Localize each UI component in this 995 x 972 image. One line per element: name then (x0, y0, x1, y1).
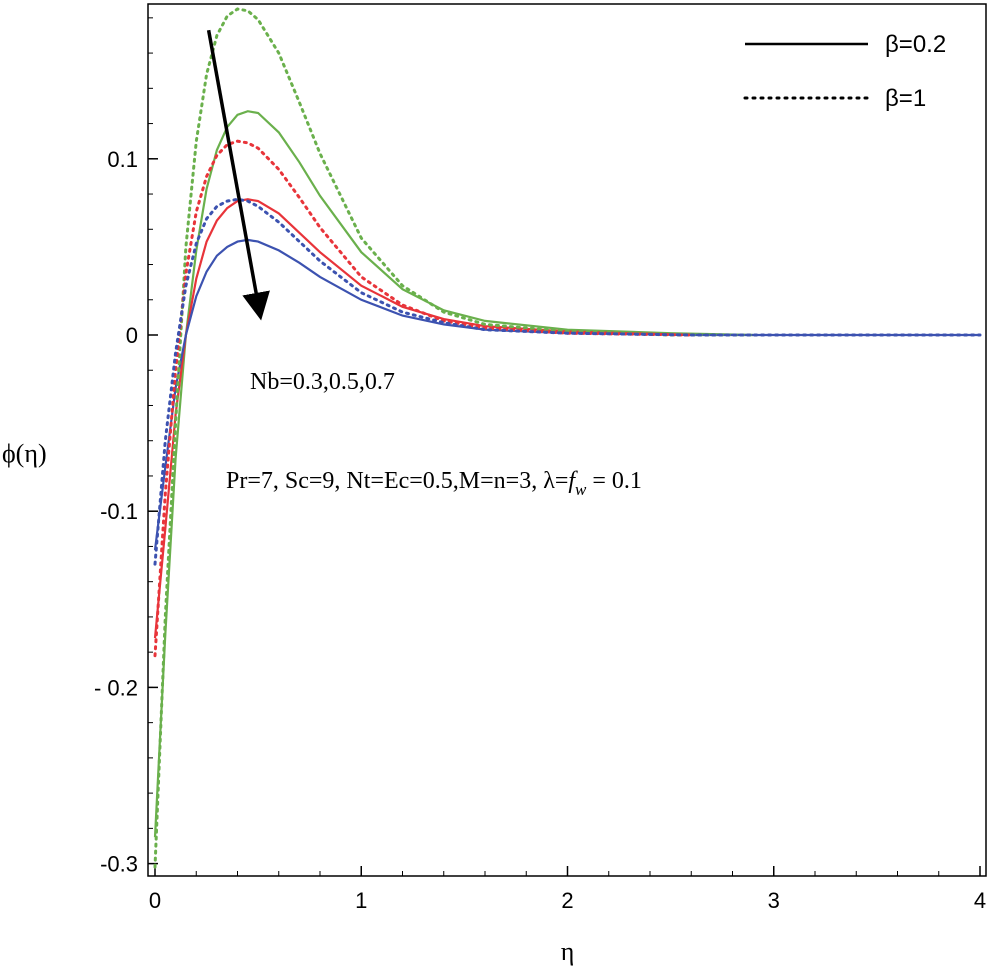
series-group (153, 7, 982, 869)
series-line-3 (153, 7, 755, 869)
x-tick-label: 4 (974, 888, 986, 913)
series-line-5 (153, 197, 982, 566)
legend-label-0: β=0.2 (885, 31, 946, 58)
legend-label-1: β=1 (885, 85, 926, 112)
axes: 0 1 2 3 4 -0.3 - 0.2 -0.1 0 0.1 η ϕ(η) (2, 17, 986, 966)
nb-arrow (206, 29, 270, 321)
x-tick-label: 2 (561, 888, 573, 913)
annotations-group: Nb=0.3,0.5,0.7 Pr=7, Sc=9, Nt=Ec=0.5,M=n=… (206, 29, 642, 499)
x-tick-label: 3 (768, 888, 780, 913)
x-tick-label: 0 (149, 888, 161, 913)
annotation-parameters: Pr=7, Sc=9, Nt=Ec=0.5,M=n=3, λ=fw = 0.1 (226, 468, 642, 499)
annotation-nb: Nb=0.3,0.5,0.7 (250, 369, 395, 395)
plot-frame (147, 3, 987, 877)
y-tick-label: 0.1 (107, 147, 138, 172)
legend: β=0.2 β=1 (743, 31, 946, 112)
series-line-4 (153, 139, 693, 658)
y-tick-label: -0.1 (100, 499, 138, 524)
y-tick-label: -0.3 (100, 852, 138, 877)
series-line-0 (153, 110, 754, 838)
y-tick-label: - 0.2 (94, 675, 138, 700)
y-tick-label: 0 (126, 323, 138, 348)
y-axis-label: ϕ(η) (2, 439, 47, 468)
x-axis-label: η (561, 937, 575, 966)
x-tick-label: 1 (355, 888, 367, 913)
series-line-2 (153, 238, 980, 551)
